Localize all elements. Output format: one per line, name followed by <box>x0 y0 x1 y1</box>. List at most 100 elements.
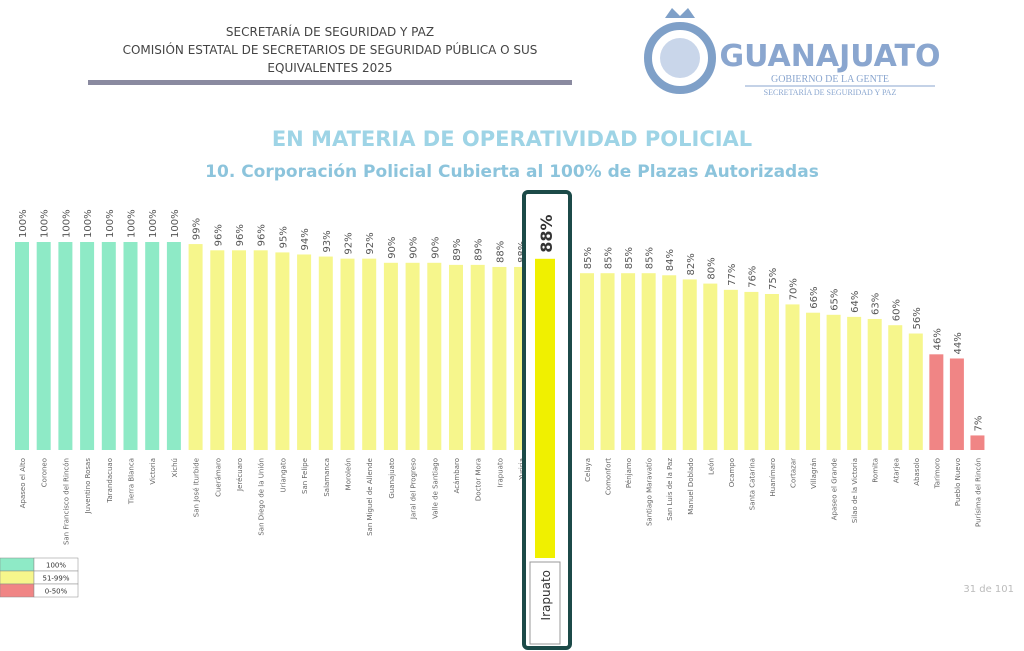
value-label: 66% <box>809 286 820 308</box>
bar <box>405 262 420 450</box>
category-label: Ocampo <box>728 458 736 487</box>
value-label: 88% <box>495 241 506 263</box>
category-label: Apaseo el Alto <box>19 458 27 508</box>
value-label: 100% <box>127 209 138 238</box>
chart-title: EN MATERIA DE OPERATIVIDAD POLICIAL <box>272 127 752 151</box>
value-label: 85% <box>624 247 635 269</box>
value-label: 96% <box>257 224 268 246</box>
bar <box>470 264 485 450</box>
category-label: Atarjea <box>892 458 900 483</box>
bar <box>744 291 759 450</box>
value-label: 56% <box>912 307 923 329</box>
category-label: Acámbaro <box>453 458 461 493</box>
bar <box>188 244 203 450</box>
value-label: 95% <box>278 226 289 248</box>
bar <box>318 256 333 450</box>
legend-label: 51-99% <box>43 575 70 583</box>
legend-label: 0-50% <box>45 588 68 596</box>
category-label: Pénjamo <box>625 458 633 488</box>
bar <box>210 250 225 450</box>
category-label: Huanímaro <box>769 458 777 497</box>
header-line: SECRETARÍA DE SEGURIDAD Y PAZ <box>226 24 434 39</box>
category-label: Santa Catarina <box>748 458 756 510</box>
legend-label: 100% <box>46 562 66 570</box>
category-label: Moroleón <box>345 458 353 490</box>
value-label: 100% <box>83 209 94 238</box>
bar <box>492 266 507 450</box>
value-label: 92% <box>365 232 376 254</box>
legend-cell <box>33 583 79 598</box>
category-label: San Francisco del Rincón <box>62 458 70 545</box>
bar <box>723 289 738 450</box>
category-label: Doctor Mora <box>475 458 483 501</box>
logo-department: SECRETARÍA DE SEGURIDAD Y PAZ <box>764 87 897 97</box>
value-label: 96% <box>213 224 224 246</box>
header-rule <box>88 80 572 85</box>
category-label: Santiago Maravatío <box>646 458 654 526</box>
value-label: 77% <box>727 264 738 286</box>
bar <box>166 242 181 450</box>
bar <box>253 250 268 450</box>
page-number: 31 de 101 <box>963 584 1014 595</box>
category-label: Salamanca <box>323 458 331 497</box>
value-label: 90% <box>387 237 398 259</box>
category-label: Irapuato <box>496 458 504 487</box>
value-label: 100% <box>61 209 72 238</box>
category-label: Manuel Doblado <box>687 458 695 515</box>
category-label: Abasolo <box>913 458 921 486</box>
category-label: Silao de la Victoria <box>851 458 859 523</box>
value-label: 82% <box>686 253 697 275</box>
value-label: 99% <box>192 218 203 240</box>
logo-name: GUANAJUATO <box>719 39 940 74</box>
category-label: Valle de Santiago <box>431 458 439 519</box>
highlight-bar <box>535 258 555 558</box>
category-label: San José Iturbide <box>193 458 201 517</box>
value-label: 100% <box>105 209 116 238</box>
bar <box>703 283 718 450</box>
category-label: Cortazar <box>790 458 798 488</box>
legend-swatch <box>0 570 35 585</box>
bar <box>806 312 821 450</box>
value-label: 100% <box>170 209 181 238</box>
value-label: 46% <box>932 328 943 350</box>
category-label: Uriangato <box>279 458 287 492</box>
bar <box>580 273 594 450</box>
value-label: 65% <box>830 289 841 311</box>
bar <box>764 294 779 450</box>
category-label: Tarandacuao <box>106 458 114 504</box>
value-label: 96% <box>235 224 246 246</box>
bar <box>621 273 636 450</box>
value-label: 75% <box>768 268 779 290</box>
category-label: Comonfort <box>605 458 613 495</box>
value-label: 70% <box>789 278 800 300</box>
highlight-category: Irapuato <box>539 570 553 620</box>
bar <box>785 304 800 450</box>
bar <box>641 273 656 450</box>
value-label: 7% <box>973 416 984 432</box>
highlight-label-box <box>529 561 561 645</box>
bar <box>36 242 51 450</box>
value-label: 94% <box>300 228 311 250</box>
category-label: Apaseo el Grande <box>831 458 839 520</box>
bar <box>101 242 116 450</box>
value-label: 100% <box>40 209 51 238</box>
value-label: 90% <box>430 237 441 259</box>
value-label: 92% <box>344 232 355 254</box>
category-label: Xichú <box>171 458 179 477</box>
category-label: Villagrán <box>810 458 818 489</box>
category-label: San Luis de la Paz <box>666 458 674 521</box>
highlight-value: 88% <box>537 215 556 253</box>
category-label: San Felipe <box>301 458 309 494</box>
category-label: San Diego de la Unión <box>258 458 266 536</box>
category-label: Tierra Blanca <box>128 458 136 505</box>
bar <box>145 242 160 450</box>
category-label: Romita <box>872 458 880 483</box>
bar <box>427 262 442 450</box>
bar <box>826 314 841 450</box>
bar <box>949 358 964 450</box>
category-label: Tarimoro <box>933 458 941 489</box>
value-label: 85% <box>604 247 615 269</box>
value-label: 89% <box>452 239 463 261</box>
value-label: 60% <box>891 299 902 321</box>
